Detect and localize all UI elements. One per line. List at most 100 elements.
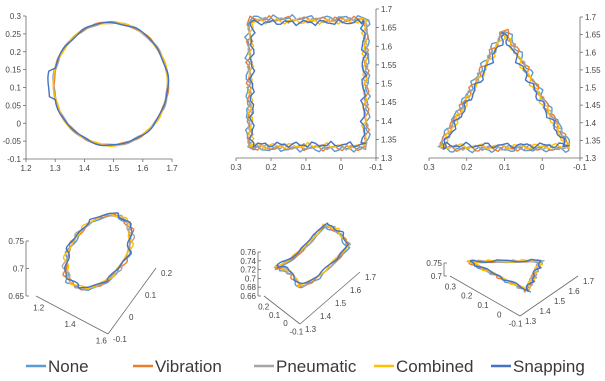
x-tick-label: -0.1 (573, 163, 587, 172)
legend-label: Vibration (155, 357, 222, 376)
y-tick-label: 1.3 (305, 325, 317, 334)
y-tick-label: 1.4 (381, 117, 393, 126)
legend-item-none: None (26, 357, 89, 376)
y-tick-label: -0.05 (3, 137, 22, 146)
series-trace-none (64, 214, 132, 291)
y-tick-label: 1.3 (381, 154, 393, 163)
z-tick-label: 0.74 (240, 257, 256, 266)
y-tick-label: 0.05 (5, 101, 21, 110)
y-axis-line (299, 271, 361, 325)
y-tick-label: 1.35 (381, 135, 397, 144)
x-tick-label: 0 (339, 163, 344, 172)
x-axis-line (35, 295, 109, 335)
legend-item-vibration: Vibration (133, 357, 222, 376)
y-tick-label: 1.55 (585, 66, 601, 75)
z-tick-label: 0.7 (431, 272, 443, 281)
panel-4: 0.65 0.7 0.75 1.2 1.4 1.6 -0.1 0 0.1 0.2 (8, 212, 173, 346)
series-trace-combined (439, 31, 570, 151)
x-tick-label: 0.3 (423, 163, 435, 172)
legend-label: Snapping (513, 357, 585, 376)
series-trace-combined (62, 212, 135, 290)
x-tick-label: 0.2 (265, 163, 277, 172)
z-tick-label: 0.72 (240, 266, 256, 275)
series-trace-snapping (442, 31, 570, 150)
x-tick-label: 1.2 (33, 303, 45, 312)
y-tick-label: 1.4 (585, 119, 597, 128)
x-tick-label: 0 (283, 319, 288, 328)
y-tick-label: 1.6 (569, 287, 581, 296)
y-tick-label: 1.55 (381, 61, 397, 70)
series-trace-pneumatic (246, 16, 370, 151)
series-trace-snapping (64, 212, 133, 289)
x-axis-line (449, 275, 521, 317)
chart-legend: None Vibration Pneumatic Combined Snapping (26, 357, 585, 376)
z-tick-label: 0.66 (240, 292, 256, 301)
y-tick-label: 1.7 (585, 13, 597, 22)
x-tick-label: 0.1 (269, 311, 281, 320)
y-tick-label: 1.7 (365, 273, 377, 282)
x-tick-label: 0.1 (499, 163, 511, 172)
y-tick-label: 0 (17, 119, 22, 128)
panel-1: 1.2 1.3 1.4 1.5 1.6 1.7 -0.1 -0.05 0 0.05 0.1 0.15 0… (3, 12, 178, 173)
y-tick-label: 1.6 (381, 42, 393, 51)
y-tick-label: 1.7 (381, 5, 393, 14)
series-trace-snapping (469, 258, 542, 292)
y-tick-label: 0.2 (10, 48, 22, 57)
y-tick-label: 1.3 (525, 317, 537, 326)
y-tick-label: 1.5 (381, 80, 393, 89)
x-tick-label: 0.2 (258, 302, 270, 311)
y-tick-label: 1.65 (585, 31, 601, 40)
z-tick-label: 0.76 (240, 248, 256, 257)
legend-label: Pneumatic (276, 357, 357, 376)
y-tick-label: 1.45 (585, 101, 601, 110)
series-trace-none (437, 30, 571, 154)
x-tick-label: 1.2 (20, 164, 32, 173)
x-tick-label: 0.2 (461, 292, 473, 301)
y-tick-label: 1.6 (585, 48, 597, 57)
y-axis-line (519, 275, 579, 317)
series-trace-pneumatic (61, 214, 136, 289)
x-tick-label: 1.6 (96, 337, 108, 346)
legend-item-pneumatic: Pneumatic (254, 357, 357, 376)
legend-item-combined: Combined (374, 357, 474, 376)
y-tick-label: 1.6 (350, 286, 362, 295)
z-tick-label: 0.65 (8, 292, 24, 301)
z-tick-label: 0.7 (13, 265, 25, 274)
z-tick-label: 0.7 (245, 274, 257, 283)
x-tick-label: 1.4 (79, 164, 91, 173)
x-tick-label: 0.3 (445, 282, 457, 291)
y-tick-label: -0.1 (7, 155, 21, 164)
y-tick-label: 1.4 (540, 307, 552, 316)
x-tick-label: 1.6 (137, 164, 149, 173)
y-tick-label: 1.65 (381, 24, 397, 33)
y-tick-label: 0.1 (10, 84, 22, 93)
y-tick-label: 1.5 (554, 297, 566, 306)
legend-label: None (48, 357, 89, 376)
z-tick-label: 0.68 (240, 283, 256, 292)
series-trace-snapping (276, 222, 350, 285)
x-tick-label: -0.1 (289, 328, 303, 337)
series-trace-vibration (62, 213, 135, 291)
z-tick-label: 0.75 (426, 259, 442, 268)
y-axis-line (107, 267, 157, 335)
y-tick-label: 0.2 (161, 269, 173, 278)
x-tick-label: 1.3 (50, 164, 62, 173)
x-tick-label: -0.1 (369, 163, 383, 172)
y-tick-label: 1.3 (585, 154, 597, 163)
y-tick-label: 1.4 (320, 312, 332, 321)
series-trace-vibration (245, 15, 371, 152)
x-tick-label: 1.4 (64, 320, 76, 329)
x-tick-label: 0.1 (477, 301, 489, 310)
x-tick-label: 0.1 (300, 163, 312, 172)
series-trace-snapping (248, 18, 368, 149)
series-trace-snapping (47, 21, 170, 147)
panel-3: 0.3 0.2 0.1 0 -0.11.3 1.35 1.4 1.45 1.5 1.55 1.6 1.… (423, 13, 601, 172)
series-trace-vibration (439, 28, 570, 153)
y-tick-label: -0.1 (113, 335, 127, 344)
y-tick-label: 0.15 (5, 66, 21, 75)
x-tick-label: 0.2 (461, 163, 473, 172)
x-axis-line (263, 295, 301, 325)
x-tick-label: 0 (540, 163, 545, 172)
y-tick-label: 1.5 (585, 84, 597, 93)
